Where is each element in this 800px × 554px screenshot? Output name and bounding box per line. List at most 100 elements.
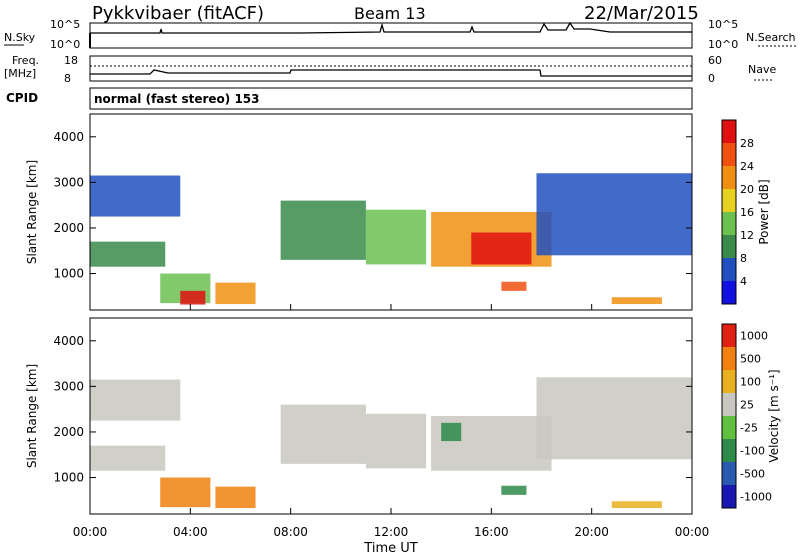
- time-axis-labels: 00:00 04:00 08:00 12:00 16:00 20:00 00:00: [73, 525, 710, 539]
- power-colorbar: 4 8 12 16 20 24 28: [721, 119, 754, 305]
- power-colorbar-tick-3: 16: [740, 206, 754, 219]
- time-tick-label-1: 04:00: [173, 525, 208, 539]
- velocity-y-axis-label: Slant Range [km]: [25, 364, 39, 468]
- power-region-10: [501, 281, 527, 291]
- power-y-tick-label-3: 4000: [53, 130, 84, 144]
- power-y-tick-label-2: 3000: [53, 175, 84, 189]
- power-data: [90, 173, 692, 305]
- beam-label: Beam 13: [354, 4, 426, 23]
- nsky-label: N.Sky: [4, 31, 36, 44]
- power-region-9: [536, 173, 692, 256]
- freq-tick-bottom: 8: [64, 72, 71, 85]
- velocity-colorbar-tick-2: 100: [740, 376, 761, 389]
- power-region-4: [215, 282, 256, 305]
- power-colorbar-seg-7: [722, 281, 736, 304]
- velocity-colorbar-tick-0: 1000: [740, 330, 768, 343]
- nsearch-label: N.Search: [746, 31, 796, 44]
- power-colorbar-tick-4: 20: [740, 183, 754, 196]
- time-tick-label-6: 00:00: [675, 525, 710, 539]
- velocity-colorbar-tick-5: -100: [740, 445, 765, 458]
- velocity-colorbar-seg-6: [722, 462, 736, 485]
- freq-panel: Freq. [MHz] 18 8 60 0 Nave: [4, 54, 776, 85]
- nave-tick-bottom: 0: [708, 72, 715, 85]
- velocity-y-tick-label-0: 1000: [53, 471, 84, 485]
- cpid-text: normal (fast stereo) 153: [94, 92, 260, 106]
- power-colorbar-tick-5: 24: [740, 160, 754, 173]
- time-tick-label-0: 00:00: [73, 525, 108, 539]
- velocity-region-4: [280, 404, 366, 464]
- velocity-colorbar-tick-6: -500: [740, 468, 765, 481]
- nsky-tick-bottom: 10^0: [50, 38, 80, 51]
- velocity-colorbar-seg-0: [722, 324, 736, 347]
- time-tick-label-5: 20:00: [574, 525, 609, 539]
- velocity-region-5: [365, 413, 427, 469]
- power-region-6: [365, 209, 427, 265]
- power-region-5: [280, 200, 366, 260]
- power-colorbar-seg-3: [722, 189, 736, 212]
- velocity-y-tick-label-2: 3000: [53, 379, 84, 393]
- power-colorbar-seg-2: [722, 166, 736, 189]
- velocity-data: [90, 377, 692, 509]
- cpid-label: CPID: [6, 91, 38, 105]
- power-region-1: [90, 241, 166, 267]
- nsky-trace: [90, 21, 692, 34]
- power-colorbar-seg-6: [722, 258, 736, 281]
- freq-label-1: Freq.: [12, 54, 39, 67]
- velocity-colorbar: 1000 500 100 25 -25 -100 -500 -1000: [721, 323, 772, 509]
- velocity-colorbar-seg-2: [722, 370, 736, 393]
- station-title: Pykkvibaer (fitACF): [92, 3, 264, 24]
- power-colorbar-seg-4: [722, 212, 736, 235]
- power-region-3: [180, 290, 206, 305]
- power-colorbar-label: Power [dB]: [757, 179, 771, 244]
- velocity-region-0: [90, 379, 181, 421]
- velocity-colorbar-tick-1: 500: [740, 353, 761, 366]
- power-colorbar-tick-0: 4: [740, 275, 747, 288]
- date-label: 22/Mar/2015: [584, 3, 699, 24]
- velocity-colorbar-tick-4: -25: [740, 422, 758, 435]
- power-region-0: [90, 175, 181, 217]
- cpid-panel: CPID normal (fast stereo) 153: [6, 87, 693, 110]
- power-panel: 1000 2000 3000 4000 Slant Range [km] 4 8 12 16…: [25, 113, 771, 311]
- power-y-tick-label-0: 1000: [53, 267, 84, 281]
- power-y-tick-label-1: 2000: [53, 221, 84, 235]
- time-tick-label-2: 08:00: [273, 525, 308, 539]
- velocity-colorbar-seg-4: [722, 416, 736, 439]
- power-region-11: [611, 297, 662, 305]
- velocity-region-1: [90, 445, 166, 471]
- velocity-colorbar-tick-3: 25: [740, 399, 754, 412]
- time-tick-label-4: 16:00: [474, 525, 509, 539]
- velocity-region-2: [160, 477, 211, 508]
- time-tick-label-3: 12:00: [374, 525, 409, 539]
- velocity-region-10: [611, 501, 662, 509]
- velocity-panel: 1000 2000 3000 4000 Slant Range [km] 1000 50…: [25, 317, 781, 515]
- velocity-y-ticks: 1000 2000 3000 4000: [53, 334, 692, 485]
- nsearch-tick-top: 10^5: [708, 18, 738, 31]
- freq-trace: [90, 69, 692, 77]
- power-colorbar-seg-5: [722, 235, 736, 258]
- power-region-8: [471, 232, 532, 265]
- nave-tick-top: 60: [708, 54, 722, 67]
- velocity-colorbar-seg-1: [722, 347, 736, 370]
- power-colorbar-seg-1: [722, 143, 736, 166]
- velocity-region-7: [536, 377, 692, 460]
- velocity-colorbar-tick-7: -1000: [740, 491, 772, 504]
- power-colorbar-tick-6: 28: [740, 137, 754, 150]
- nsky-panel: N.Sky 10^5 10^0 10^5 10^0 N.Search: [4, 18, 796, 51]
- power-x-ticks: [89, 304, 693, 310]
- freq-label-2: [MHz]: [4, 67, 36, 80]
- velocity-x-ticks: [89, 508, 693, 514]
- power-colorbar-tick-2: 12: [740, 229, 754, 242]
- velocity-region-3: [215, 486, 256, 509]
- nave-label: Nave: [748, 63, 776, 76]
- velocity-region-9: [441, 422, 462, 442]
- time-axis-title: Time UT: [363, 541, 417, 554]
- velocity-region-8: [501, 485, 527, 495]
- velocity-colorbar-label: Velocity [m s⁻¹]: [767, 369, 781, 462]
- velocity-y-tick-label-1: 2000: [53, 425, 84, 439]
- velocity-colorbar-seg-5: [722, 439, 736, 462]
- power-colorbar-seg-0: [722, 120, 736, 143]
- velocity-colorbar-seg-3: [722, 393, 736, 416]
- power-colorbar-tick-1: 8: [740, 252, 747, 265]
- freq-tick-top: 18: [64, 54, 78, 67]
